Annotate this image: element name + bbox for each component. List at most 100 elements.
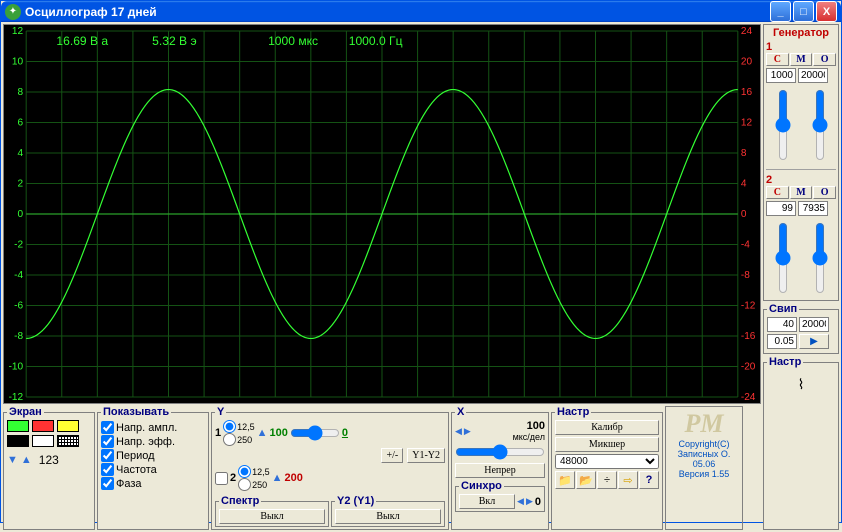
show-checkbox-1[interactable]	[101, 435, 114, 448]
gen1-m-button[interactable]: М	[790, 53, 813, 66]
gen1-slider-b[interactable]	[812, 89, 828, 161]
settings-legend: Настр	[555, 406, 591, 418]
show-checkbox-0[interactable]	[101, 421, 114, 434]
x-panel: X ◀ ▶ 100 мкс/дел Непрер Синхро	[451, 406, 549, 530]
svg-text:-24: -24	[741, 392, 756, 403]
spectr-button[interactable]: Выкл	[219, 509, 325, 524]
divide-button[interactable]: ÷	[597, 471, 617, 489]
y2y1-button[interactable]: Выкл	[335, 509, 441, 524]
synchro-button[interactable]: Вкл	[459, 494, 515, 509]
sweep-from-input[interactable]	[767, 317, 797, 332]
y2-radio-250[interactable]	[238, 478, 251, 491]
down-icon[interactable]: ▼	[7, 454, 18, 466]
show-item-3: Частота	[101, 463, 205, 476]
generator-panel: Генератор 1 С М О 2	[763, 24, 839, 301]
y1-slider[interactable]	[290, 425, 340, 441]
show-item-2: Период	[101, 449, 205, 462]
color-swatch-0[interactable]	[7, 420, 29, 432]
gen1-o-button[interactable]: О	[813, 53, 836, 66]
y-legend: Y	[215, 406, 226, 418]
y2-value: 200	[285, 472, 303, 484]
gen2-o-button[interactable]: О	[813, 186, 836, 199]
gen1-amp-input[interactable]	[798, 68, 828, 83]
continuous-button[interactable]: Непрер	[455, 463, 545, 478]
sweep-step-input[interactable]	[767, 334, 797, 349]
show-checkbox-2[interactable]	[101, 449, 114, 462]
logo: PM	[668, 409, 740, 439]
svg-text:-8: -8	[14, 331, 23, 342]
next-button[interactable]: ⇨	[618, 471, 638, 489]
svg-text:-12: -12	[741, 301, 756, 312]
x-value: 100	[513, 420, 545, 432]
x-left-icon[interactable]: ◀	[455, 426, 462, 437]
y1-y2-button[interactable]: Y1-Y2	[407, 448, 445, 463]
svg-text:-6: -6	[14, 301, 23, 312]
grid-icon[interactable]	[57, 435, 79, 447]
tune-panel: Настр ⌇	[763, 356, 839, 530]
svg-text:-4: -4	[14, 270, 23, 281]
color-swatch-2[interactable]	[57, 420, 79, 432]
y2-up-icon[interactable]: ▲	[272, 472, 283, 484]
sync-left-icon[interactable]: ◀	[517, 496, 524, 507]
y1-up-icon[interactable]: ▲	[257, 427, 268, 439]
version: Версия 1.55	[668, 469, 740, 479]
synchro-zero: 0	[535, 496, 541, 508]
show-checkbox-3[interactable]	[101, 463, 114, 476]
gen1-c-button[interactable]: С	[766, 53, 789, 66]
sweep-to-input[interactable]	[799, 317, 829, 332]
copyright: Copyright(C)	[668, 439, 740, 449]
app-icon: ✦	[5, 4, 21, 20]
y-panel: Y 1 12,5 250 ▲ 100 0 +/- Y1-	[211, 406, 449, 530]
gen2-slider-b[interactable]	[812, 222, 828, 294]
maximize-button[interactable]: □	[793, 1, 814, 22]
spectr-legend: Спектр	[219, 495, 261, 507]
gen2-m-button[interactable]: М	[790, 186, 813, 199]
help-button[interactable]: ?	[639, 471, 659, 489]
svg-text:4: 4	[741, 179, 747, 190]
plus-minus-button[interactable]: +/-	[381, 448, 403, 463]
calib-button[interactable]: Калибр	[555, 420, 659, 435]
tune-icon[interactable]: ⌇	[767, 376, 835, 393]
y2-checkbox[interactable]	[215, 472, 228, 485]
save-button[interactable]: 📂	[576, 471, 596, 489]
y2-radio-125[interactable]	[238, 465, 251, 478]
gen2-slider-a[interactable]	[775, 222, 791, 294]
up-icon[interactable]: ▲	[21, 454, 32, 466]
color-swatch-1[interactable]	[32, 420, 54, 432]
show-item-4: Фаза	[101, 477, 205, 490]
open-button[interactable]: 📁	[555, 471, 575, 489]
settings-panel: Настр Калибр Микшер 48000 📁 📂 ÷ ⇨ ?	[551, 406, 663, 530]
rate-select[interactable]: 48000	[555, 454, 659, 469]
minimize-button[interactable]: _	[770, 1, 791, 22]
sweep-play-button[interactable]: ▶	[799, 334, 829, 349]
x-right-icon[interactable]: ▶	[464, 426, 471, 437]
mixer-button[interactable]: Микшер	[555, 437, 659, 452]
svg-text:-16: -16	[741, 331, 756, 342]
y2-index: 2	[230, 472, 236, 484]
gen2-freq-input[interactable]	[766, 201, 796, 216]
color-swatch-4[interactable]	[32, 435, 54, 447]
show-checkbox-4[interactable]	[101, 477, 114, 490]
gen2-c-button[interactable]: С	[766, 186, 789, 199]
svg-text:12: 12	[12, 26, 24, 37]
show-legend: Показывать	[101, 406, 171, 418]
svg-text:6: 6	[18, 118, 24, 129]
about-panel: PM Copyright(C) Записных О. 05.06 Версия…	[665, 406, 743, 530]
gen2-amp-input[interactable]	[798, 201, 828, 216]
y1-radio-250[interactable]	[223, 433, 236, 446]
close-button[interactable]: X	[816, 1, 837, 22]
svg-text:20: 20	[741, 57, 753, 68]
x-slider[interactable]	[455, 444, 545, 460]
color-swatch-3[interactable]	[7, 435, 29, 447]
generator-header: Генератор	[766, 27, 836, 39]
sync-right-icon[interactable]: ▶	[526, 496, 533, 507]
show-label-0: Напр. ампл.	[116, 422, 177, 434]
gen1-freq-input[interactable]	[766, 68, 796, 83]
synchro-legend: Синхро	[459, 480, 504, 492]
svg-text:10: 10	[12, 57, 24, 68]
y1-radio-125[interactable]	[223, 420, 236, 433]
svg-text:-8: -8	[741, 270, 750, 281]
gen1-slider-a[interactable]	[775, 89, 791, 161]
sweep-panel: Свип ▶	[763, 303, 839, 354]
titlebar: ✦ Осциллограф 17 дней _ □ X	[1, 1, 841, 22]
